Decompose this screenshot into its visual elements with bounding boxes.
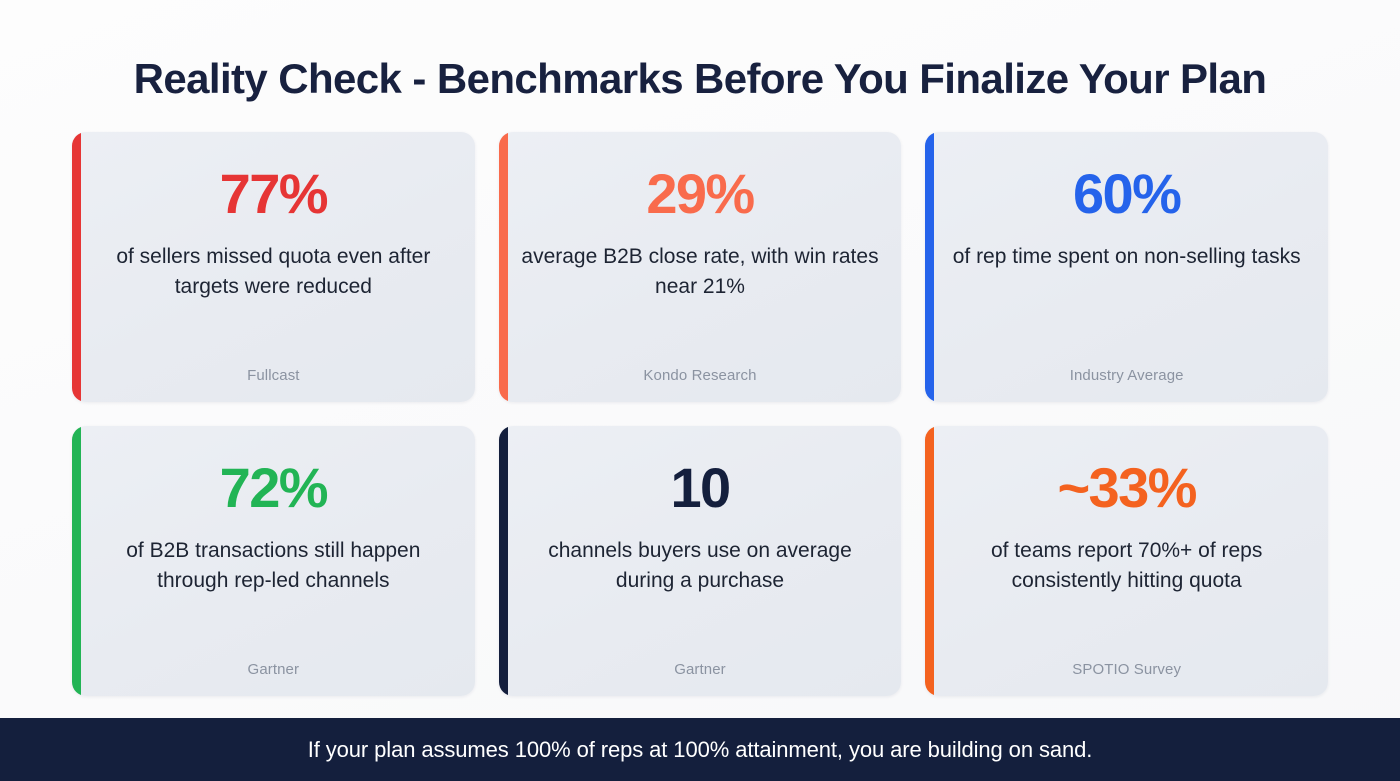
card-source-label: Fullcast bbox=[247, 367, 300, 385]
card-stat-value: ~33% bbox=[1057, 456, 1197, 520]
card-description: channels buyers use on average during a … bbox=[548, 539, 852, 592]
footer-message: If your plan assumes 100% of reps at 100… bbox=[307, 736, 1093, 762]
card-accent-bar bbox=[498, 426, 508, 696]
card-source-label: Kondo Research bbox=[643, 367, 757, 385]
card-stat-value: 10 bbox=[670, 456, 731, 520]
card-description: of rep time spent on non-selling tasks bbox=[952, 245, 1301, 269]
page-title: Reality Check - Benchmarks Before You Fi… bbox=[133, 55, 1267, 102]
card-stat-value: 60% bbox=[1073, 162, 1182, 226]
card-accent-bar bbox=[72, 426, 81, 696]
benchmark-card: ~33% of teams report 70%+ of reps consis… bbox=[925, 426, 1328, 696]
card-accent-bar bbox=[72, 132, 81, 403]
card-stat-value: 29% bbox=[646, 162, 755, 226]
card-source-label: Gartner bbox=[247, 661, 300, 678]
benchmark-card: 10 channels buyers use on average during… bbox=[498, 426, 902, 696]
card-source-label: Industry Average bbox=[1069, 367, 1184, 385]
benchmark-card: 60% of rep time spent on non-selling tas… bbox=[925, 132, 1328, 403]
card-accent-bar bbox=[498, 132, 508, 403]
benchmark-card: 72% of B2B transactions still happen thr… bbox=[72, 426, 475, 696]
card-description: average B2B close rate, with win rates n… bbox=[521, 245, 879, 298]
card-source-label: SPOTIO Survey bbox=[1072, 661, 1182, 678]
card-description: of teams report 70%+ of reps consistentl… bbox=[990, 539, 1263, 592]
card-source-label: Gartner bbox=[674, 661, 726, 678]
card-description: of B2B transactions still happen through… bbox=[126, 539, 421, 592]
benchmark-card-grid: 77% of sellers missed quota even after t… bbox=[0, 102, 1400, 718]
card-stat-value: 72% bbox=[219, 456, 329, 520]
footer-banner: If your plan assumes 100% of reps at 100… bbox=[0, 718, 1400, 781]
card-accent-bar bbox=[925, 132, 935, 403]
card-description: of sellers missed quota even after targe… bbox=[116, 245, 431, 298]
title-section: Reality Check - Benchmarks Before You Fi… bbox=[0, 0, 1400, 102]
benchmark-card: 29% average B2B close rate, with win rat… bbox=[498, 132, 902, 403]
card-accent-bar bbox=[925, 426, 935, 696]
card-stat-value: 77% bbox=[219, 162, 329, 226]
benchmark-card: 77% of sellers missed quota even after t… bbox=[72, 132, 475, 403]
